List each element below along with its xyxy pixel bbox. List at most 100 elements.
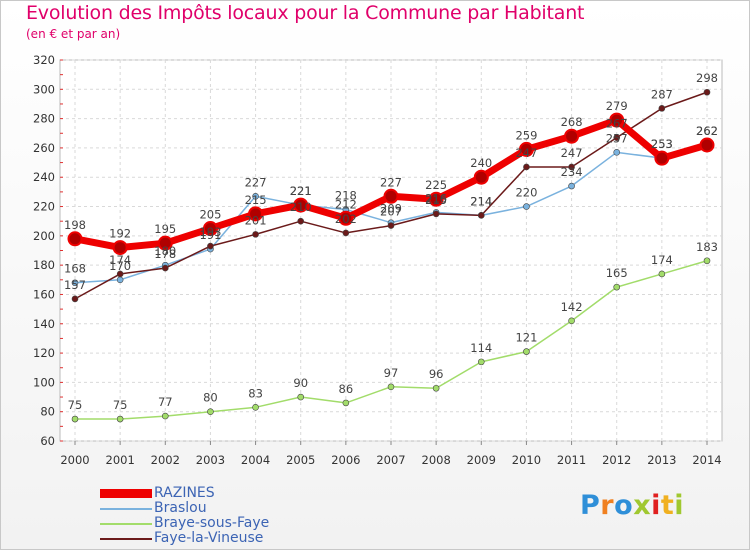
data-label: 207 xyxy=(380,205,402,219)
data-label: 267 xyxy=(606,117,628,131)
legend-label: Braslou xyxy=(154,500,207,516)
data-label: 165 xyxy=(606,266,628,280)
data-label: 121 xyxy=(515,331,537,345)
data-point xyxy=(387,383,395,391)
data-point xyxy=(523,348,530,355)
data-label: 83 xyxy=(248,386,263,400)
data-point xyxy=(428,191,444,207)
data-label: 279 xyxy=(606,99,628,113)
y-tick-label: 140 xyxy=(33,317,55,331)
data-label: 268 xyxy=(561,115,583,129)
y-tick-label: 300 xyxy=(33,82,55,96)
data-label: 218 xyxy=(335,188,357,202)
data-point xyxy=(67,231,83,247)
data-label: 178 xyxy=(154,247,176,261)
x-tick-label: 2004 xyxy=(241,453,270,467)
legend-swatch xyxy=(100,508,152,510)
data-point xyxy=(207,408,214,415)
data-label: 198 xyxy=(64,218,86,232)
logo-letter: r xyxy=(600,490,615,521)
x-tick-label: 2003 xyxy=(196,453,225,467)
data-label: 234 xyxy=(561,165,583,179)
data-label: 253 xyxy=(651,137,673,151)
data-label: 142 xyxy=(561,300,583,314)
data-label: 247 xyxy=(561,146,583,160)
data-label: 80 xyxy=(203,391,218,405)
data-label: 174 xyxy=(109,253,131,267)
data-label: 287 xyxy=(651,87,673,101)
data-label: 262 xyxy=(696,124,718,138)
data-label: 86 xyxy=(339,382,354,396)
data-point xyxy=(342,399,350,407)
legend-item: Braslou xyxy=(100,500,400,516)
data-label: 75 xyxy=(68,398,83,412)
proxiti-logo: Proxiti xyxy=(580,490,684,521)
data-point xyxy=(252,231,259,238)
y-tick-label: 240 xyxy=(33,170,55,184)
data-point xyxy=(297,393,305,401)
legend-label: Faye-la-Vineuse xyxy=(154,530,264,546)
data-point xyxy=(116,270,124,278)
data-label: 221 xyxy=(290,184,312,198)
legend-label: RAZINES xyxy=(154,485,215,501)
y-tick-label: 80 xyxy=(40,405,55,419)
chart-subtitle: (en € et par an) xyxy=(26,27,121,41)
data-point xyxy=(613,134,621,141)
data-label: 216 xyxy=(425,191,447,205)
data-point xyxy=(613,283,621,291)
x-tick-label: 2014 xyxy=(692,453,721,467)
logo-letter: i xyxy=(674,490,685,521)
data-point xyxy=(248,206,264,222)
logo-letter: t xyxy=(660,490,675,521)
data-point xyxy=(112,240,128,256)
data-label: 191 xyxy=(199,228,221,242)
data-label: 209 xyxy=(380,202,402,216)
data-point xyxy=(703,257,711,265)
data-point xyxy=(207,242,214,250)
data-point xyxy=(71,279,79,287)
data-label: 183 xyxy=(696,240,718,254)
x-tick-label: 2007 xyxy=(376,453,405,467)
y-tick-label: 60 xyxy=(40,434,55,448)
data-point xyxy=(202,221,218,237)
data-point xyxy=(518,141,534,157)
data-point xyxy=(252,403,259,411)
data-point xyxy=(699,137,715,153)
data-label: 205 xyxy=(199,208,221,222)
data-label: 195 xyxy=(154,222,176,236)
y-tick-label: 180 xyxy=(33,258,55,272)
data-point xyxy=(477,212,485,219)
data-point xyxy=(297,217,305,225)
data-label: 192 xyxy=(109,227,131,241)
data-label: 77 xyxy=(158,395,173,409)
x-tick-label: 2013 xyxy=(647,453,676,467)
data-point xyxy=(252,192,259,200)
data-point xyxy=(609,112,625,128)
data-point xyxy=(116,276,124,284)
data-label: 168 xyxy=(64,262,86,276)
data-label: 215 xyxy=(245,193,267,207)
data-label: 114 xyxy=(470,341,492,355)
data-point xyxy=(477,358,485,366)
data-point xyxy=(568,317,575,325)
data-point xyxy=(161,264,169,272)
data-point xyxy=(338,210,354,226)
y-tick-label: 100 xyxy=(33,375,55,389)
data-point xyxy=(658,105,666,112)
data-label: 240 xyxy=(470,156,492,170)
x-tick-label: 2008 xyxy=(422,453,451,467)
data-label: 174 xyxy=(651,253,673,267)
data-label: 253 xyxy=(651,137,673,151)
y-tick-label: 280 xyxy=(33,112,55,126)
data-label: 298 xyxy=(696,71,718,85)
x-tick-label: 2002 xyxy=(151,453,180,467)
data-label: 214 xyxy=(470,194,492,208)
data-label: 202 xyxy=(335,212,357,226)
data-point xyxy=(293,197,309,213)
x-tick-label: 2009 xyxy=(467,453,496,467)
data-point xyxy=(564,128,580,144)
data-point xyxy=(703,88,711,96)
data-label: 212 xyxy=(335,197,357,211)
y-tick-label: 220 xyxy=(33,200,55,214)
